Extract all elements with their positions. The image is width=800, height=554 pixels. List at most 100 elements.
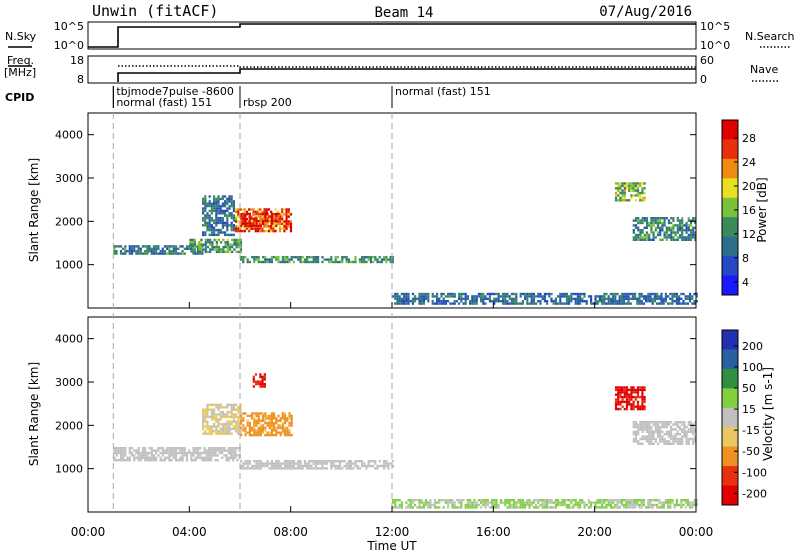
heatmap-cell	[325, 462, 328, 465]
heatmap-cell	[652, 217, 655, 220]
heatmap-cell	[524, 501, 527, 504]
heatmap-cell	[576, 292, 579, 296]
heatmap-cell	[504, 499, 507, 502]
heatmap-cell	[632, 395, 635, 399]
heatmap-cell	[234, 225, 238, 228]
heatmap-cell	[244, 224, 247, 228]
heatmap-cell	[681, 217, 684, 220]
heatmap-cell	[343, 464, 346, 468]
heatmap-cell	[226, 228, 229, 232]
heatmap-cell	[504, 302, 507, 305]
heatmap-cell	[237, 229, 240, 233]
heatmap-cell	[259, 215, 262, 218]
heatmap-cell	[691, 297, 694, 300]
heatmap-cell	[358, 467, 361, 470]
heatmap-cell	[482, 302, 485, 305]
heatmap-cell	[620, 292, 623, 296]
heatmap-cell	[232, 406, 235, 409]
heatmap-cell	[168, 454, 171, 457]
heatmap-cell	[242, 424, 245, 427]
heatmap-cell	[392, 295, 395, 298]
heatmap-cell	[216, 454, 219, 457]
heatmap-cell	[689, 503, 692, 507]
heatmap-cell	[444, 302, 447, 305]
heatmap-cell	[246, 260, 249, 264]
heatmap-cell	[150, 451, 153, 455]
heatmap-cell	[206, 250, 210, 254]
heatmap-cell	[623, 503, 626, 507]
heatmap-cell	[281, 215, 284, 218]
heatmap-cell	[206, 432, 209, 435]
heatmap-cell	[632, 236, 635, 239]
heatmap-cell	[674, 238, 677, 241]
heatmap-cell	[617, 184, 620, 188]
heatmap-cell	[623, 386, 626, 389]
heatmap-cell	[639, 191, 642, 195]
heatmap-cell	[194, 449, 197, 452]
heatmap-cell	[215, 212, 218, 215]
heatmap-cell	[266, 258, 269, 261]
heatmap-cell	[130, 451, 134, 455]
heatmap-cell	[257, 258, 260, 261]
heatmap-cell	[219, 204, 222, 208]
heatmap-cell	[270, 256, 273, 259]
heatmap-cell	[385, 460, 388, 463]
heatmap-cell	[641, 238, 644, 241]
heatmap-cell	[213, 422, 216, 426]
heatmap-cell	[191, 243, 194, 246]
heatmap-cell	[674, 437, 677, 441]
heatmap-cell	[662, 302, 665, 305]
heatmap-cell	[682, 300, 685, 303]
heatmap-cell	[144, 252, 147, 255]
heatmap-cell	[354, 460, 357, 463]
heatmap-cell	[453, 506, 456, 509]
heatmap-cell	[431, 503, 434, 507]
heatmap-cell	[678, 433, 682, 436]
heatmap-cell	[224, 212, 227, 215]
heatmap-cell	[252, 375, 255, 379]
heatmap-cell	[170, 454, 173, 457]
heatmap-cell	[526, 297, 529, 300]
heatmap-cell	[438, 501, 441, 504]
heatmap-cell	[215, 403, 218, 407]
heatmap-cell	[252, 378, 255, 381]
heatmap-cell	[670, 229, 673, 232]
heatmap-cell	[319, 462, 322, 465]
heatmap-cell	[230, 212, 233, 215]
heatmap-cell	[676, 423, 679, 426]
heatmap-cell	[217, 408, 220, 411]
heatmap-cell	[515, 503, 518, 507]
heatmap-cell	[336, 464, 339, 468]
heatmap-cell	[418, 506, 421, 509]
heatmap-cell	[163, 245, 167, 248]
heatmap-cell	[469, 302, 472, 305]
heatmap-cell	[286, 260, 289, 264]
heatmap-cell	[636, 391, 640, 394]
heatmap-cell	[469, 499, 472, 502]
heatmap-cell	[253, 256, 256, 259]
heatmap-cell	[267, 225, 271, 228]
heatmap-cell	[358, 460, 361, 463]
heatmap-cell	[488, 501, 491, 504]
heatmap-cell	[631, 501, 634, 504]
heatmap-cell	[462, 292, 465, 296]
heatmap-cell	[224, 406, 227, 409]
heatmap-cell	[460, 295, 463, 298]
heatmap-cell	[275, 215, 278, 218]
heatmap-cell	[422, 503, 425, 507]
heatmap-cell	[630, 391, 633, 394]
heatmap-cell	[277, 260, 280, 264]
heatmap-cell	[202, 415, 205, 419]
heatmap-cell	[642, 503, 645, 507]
heatmap-cell	[398, 302, 401, 305]
heatmap-cell	[422, 506, 425, 509]
heatmap-cell	[281, 467, 284, 470]
heatmap-cell	[614, 199, 618, 202]
heatmap-cell	[374, 467, 377, 470]
heatmap-cell	[625, 386, 629, 389]
heatmap-cell	[146, 451, 149, 455]
heatmap-cell	[275, 212, 278, 216]
heatmap-cell	[488, 297, 491, 300]
heatmap-cell	[139, 250, 142, 253]
heatmap-cell	[251, 464, 254, 468]
